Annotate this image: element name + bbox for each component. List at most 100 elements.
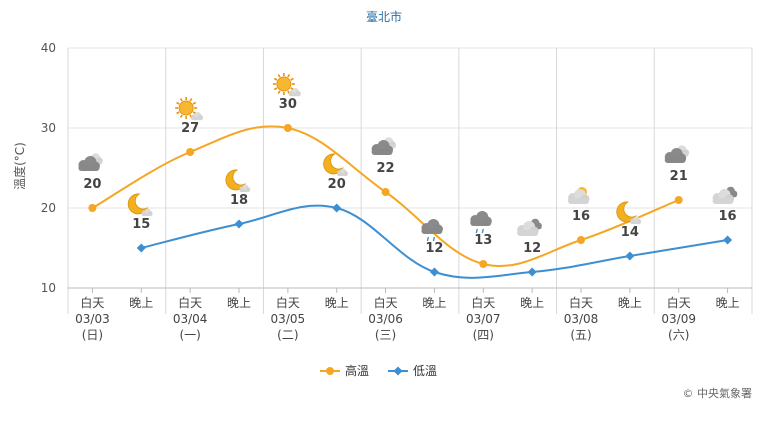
- sun-ray: [290, 77, 294, 81]
- data-label: 16: [572, 209, 590, 224]
- x-tick-period: 白天: [471, 295, 495, 310]
- partly-sunny-icon: [568, 187, 590, 204]
- sunny-cloud-icon: [272, 73, 301, 97]
- x-tick-period: 晚上: [422, 296, 446, 310]
- rain-drop: [432, 236, 436, 242]
- cloud-icon: [517, 218, 542, 236]
- x-tick-period: 晚上: [618, 296, 642, 310]
- x-tick-date: 03/04: [173, 312, 208, 326]
- sunny-cloud-icon: [175, 97, 204, 121]
- sun-ray: [179, 114, 183, 118]
- sun-ray: [189, 98, 193, 102]
- high-temp-point: [283, 124, 292, 132]
- low-temp-point: [723, 235, 733, 245]
- legend-marker: [393, 366, 403, 376]
- high-temp-point: [186, 148, 195, 156]
- x-tick-period: 白天: [374, 295, 398, 310]
- low-temp-point: [234, 219, 244, 229]
- sun-ray: [176, 111, 180, 115]
- chart-title: 臺北市: [366, 9, 402, 24]
- data-label: 15: [132, 217, 150, 232]
- x-axis: 白天 03/03 (日) 晚上 白天 03/04 (一) 晚上 白天 03/05 (二) 晚上 白天 03…: [75, 288, 740, 342]
- data-label: 21: [670, 169, 688, 184]
- low-temp-point: [429, 267, 439, 277]
- data-label: 18: [230, 193, 248, 208]
- data-label: 30: [279, 97, 297, 112]
- data-label: 20: [328, 177, 346, 192]
- high-temp-point: [479, 260, 488, 268]
- x-tick-date: 03/05: [271, 312, 306, 326]
- series-points: [88, 124, 733, 277]
- cloudy-icon: [664, 145, 690, 163]
- x-tick-period: 白天: [80, 295, 104, 310]
- rain-cloud-icon: [470, 211, 492, 234]
- x-tick-weekday: (一): [179, 328, 200, 342]
- x-tick-weekday: (六): [668, 328, 689, 342]
- x-tick-date: 03/03: [75, 312, 110, 326]
- cloudy-icon: [78, 153, 103, 171]
- x-tick-weekday: (日): [82, 328, 103, 342]
- sun-ray: [273, 77, 278, 81]
- x-tick-weekday: (四): [473, 328, 494, 342]
- x-tick-weekday: (三): [375, 328, 396, 342]
- cloud-icon: [712, 186, 738, 204]
- credit-text: © 中央氣象署: [683, 386, 753, 400]
- data-label: 22: [377, 161, 395, 176]
- moon-cloud-icon: [616, 201, 642, 224]
- low-temp-point: [332, 203, 342, 213]
- sun-ray: [192, 101, 197, 105]
- data-labels: 20 27 30 22 13 16 21 15 18 20 12 12 14 16: [83, 97, 736, 256]
- legend-marker: [326, 367, 334, 375]
- x-tick-date: 03/06: [368, 312, 403, 326]
- sun-disc: [276, 76, 292, 92]
- legend[interactable]: 高溫 低溫: [320, 363, 437, 378]
- moon-cloud-icon: [127, 193, 153, 216]
- y-tick-label: 10: [41, 281, 56, 295]
- rain-drop: [481, 228, 484, 234]
- sun-ray: [273, 87, 278, 91]
- sun-ray: [287, 74, 291, 78]
- cloud-shape: [421, 219, 443, 234]
- x-tick-period: 晚上: [227, 296, 251, 310]
- data-label: 13: [474, 233, 492, 248]
- x-tick-period: 晚上: [520, 296, 544, 310]
- sun-ray: [179, 98, 183, 102]
- rain-drop: [426, 236, 430, 242]
- y-tick-label: 20: [41, 201, 56, 215]
- sun-ray: [290, 87, 294, 91]
- high-temp-point: [381, 188, 390, 196]
- x-tick-date: 03/08: [564, 312, 599, 326]
- cloud-shape: [470, 211, 492, 226]
- sun-ray: [277, 90, 281, 94]
- y-tick-label: 40: [41, 41, 56, 55]
- x-tick-period: 晚上: [325, 296, 349, 310]
- weather-icons: [78, 73, 738, 242]
- x-tick-weekday: (五): [570, 328, 591, 342]
- cloud-shape: [288, 88, 301, 97]
- sun-ray: [277, 74, 281, 78]
- data-label: 12: [425, 241, 443, 256]
- data-label: 27: [181, 121, 199, 136]
- data-label: 14: [621, 225, 639, 240]
- x-tick-period: 白天: [569, 295, 593, 310]
- high-temp-point: [88, 204, 97, 212]
- chart-grid: [67, 47, 753, 314]
- low-temp-point: [136, 243, 146, 253]
- legend-label: 高溫: [345, 363, 369, 378]
- y-axis: 10 20 30 40: [41, 41, 56, 295]
- sun-ray: [192, 111, 197, 115]
- y-axis-label: 溫度(°C): [12, 142, 27, 190]
- x-tick-date: 03/07: [466, 312, 501, 326]
- data-label: 12: [523, 241, 541, 256]
- rain-drop: [475, 228, 478, 234]
- low-temp-point: [625, 251, 635, 261]
- y-tick-label: 30: [41, 121, 56, 135]
- x-tick-period: 白天: [178, 295, 202, 310]
- sun-ray: [176, 101, 180, 105]
- high-temp-point: [674, 196, 683, 204]
- sun-disc: [178, 100, 194, 116]
- x-tick-period: 晚上: [129, 296, 153, 310]
- cloud-shape: [191, 112, 204, 121]
